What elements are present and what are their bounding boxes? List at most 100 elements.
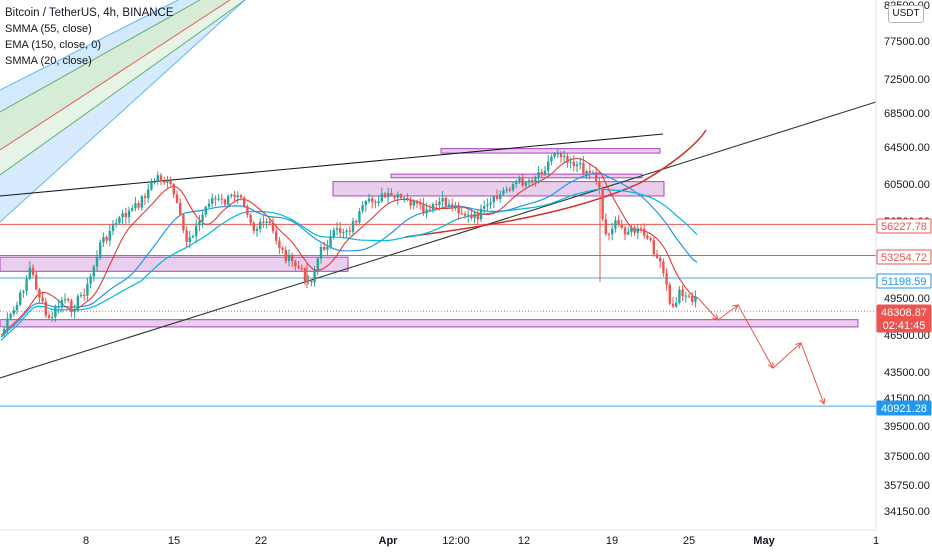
candle-up	[316, 258, 319, 270]
smma55-line	[0, 172, 698, 338]
price-badge-label: 53254.72	[881, 252, 927, 264]
candle-down	[355, 220, 358, 223]
time-tick-label: Apr	[379, 535, 399, 547]
candle-up	[380, 193, 383, 202]
candle-down	[383, 193, 387, 198]
candle-up	[313, 269, 316, 283]
time-tick-label: 12:00	[442, 535, 470, 547]
candle-down	[598, 181, 601, 188]
candle-down	[271, 222, 275, 232]
candle-up	[255, 228, 259, 231]
candle-up	[134, 203, 137, 209]
candle-up	[147, 189, 150, 199]
candle-up	[358, 211, 361, 223]
indicator-ema150[interactable]: EMA (150, close, 0)	[5, 39, 101, 51]
price-badge-label: 48308.87	[881, 307, 927, 319]
candle-up	[332, 229, 335, 237]
candle-down	[214, 198, 217, 200]
candle-down	[124, 213, 127, 218]
candle-up	[403, 197, 406, 199]
smma20-line	[0, 157, 698, 336]
candle-down	[159, 175, 163, 182]
candle-up	[479, 208, 483, 220]
candle-up	[204, 206, 207, 215]
candle-down	[393, 195, 396, 198]
candlesticks	[3, 148, 697, 338]
candle-down	[172, 184, 175, 195]
candle-down	[390, 193, 393, 196]
candle-up	[585, 171, 588, 175]
candle-down	[531, 180, 534, 183]
zone-mar-low	[0, 256, 349, 272]
candle-down	[444, 197, 447, 207]
candle-down	[668, 284, 671, 304]
candle-up	[201, 214, 204, 222]
candle-up	[425, 209, 428, 214]
candle-down	[182, 214, 185, 231]
candle-up	[150, 182, 153, 190]
candle-up	[550, 156, 553, 162]
candle-up	[467, 214, 470, 216]
candle-up	[547, 161, 550, 171]
candle-down	[31, 267, 35, 275]
candle-down	[291, 254, 294, 262]
time-tick-label: May	[753, 535, 775, 547]
candle-up	[483, 206, 486, 209]
indicator-smma55[interactable]: SMMA (55, close)	[5, 23, 92, 35]
candle-down	[278, 240, 281, 248]
candle-up	[319, 247, 323, 259]
candle-up	[115, 222, 118, 225]
candle-up	[57, 305, 60, 307]
candle-up	[377, 201, 380, 203]
currency-label[interactable]: USDT	[888, 5, 924, 23]
candle-down	[495, 196, 499, 200]
candle-up	[527, 180, 531, 183]
candle-down	[451, 204, 454, 209]
price-tick-label: 77500.00	[884, 36, 930, 48]
candle-down	[620, 224, 623, 228]
fib-line	[0, 0, 201, 113]
price-tick-label: 35750.00	[884, 480, 930, 492]
candle-down	[540, 172, 543, 175]
candle-up	[396, 194, 399, 198]
price-tick-label: 43500.00	[884, 367, 930, 379]
candle-down	[175, 194, 179, 203]
candle-up	[431, 204, 435, 210]
candle-up	[543, 170, 547, 175]
candle-up	[441, 197, 444, 202]
candle-up	[60, 300, 63, 306]
candle-down	[463, 213, 467, 216]
candle-up	[515, 182, 518, 185]
candle-up	[579, 163, 582, 165]
candle-down	[623, 227, 627, 235]
candle-up	[236, 195, 239, 198]
candle-up	[227, 195, 230, 205]
candle-up	[556, 153, 559, 155]
upper-trendline	[0, 133, 664, 197]
candle-down	[35, 274, 38, 290]
candle-up	[553, 153, 556, 157]
candle-down	[374, 201, 377, 203]
candle-up	[367, 198, 371, 202]
candle-down	[233, 194, 236, 198]
zone-apr-top	[440, 148, 661, 154]
candle-up	[131, 208, 134, 211]
candle-down	[559, 153, 563, 158]
candle-down	[601, 187, 604, 220]
candle-up	[537, 172, 540, 178]
candle-up	[502, 190, 505, 195]
price-tick-label: 72500.00	[884, 74, 930, 86]
candle-up	[265, 221, 268, 223]
candle-up	[15, 304, 19, 311]
indicator-smma20[interactable]: SMMA (20, close)	[5, 55, 92, 67]
price-tick-label: 49500.00	[884, 293, 930, 305]
candle-down	[179, 202, 182, 215]
candle-down	[406, 197, 409, 200]
curved-trendline	[404, 129, 707, 238]
candle-down	[671, 303, 675, 307]
candle-down	[243, 197, 246, 207]
candle-up	[28, 267, 31, 279]
candle-up	[351, 220, 355, 232]
